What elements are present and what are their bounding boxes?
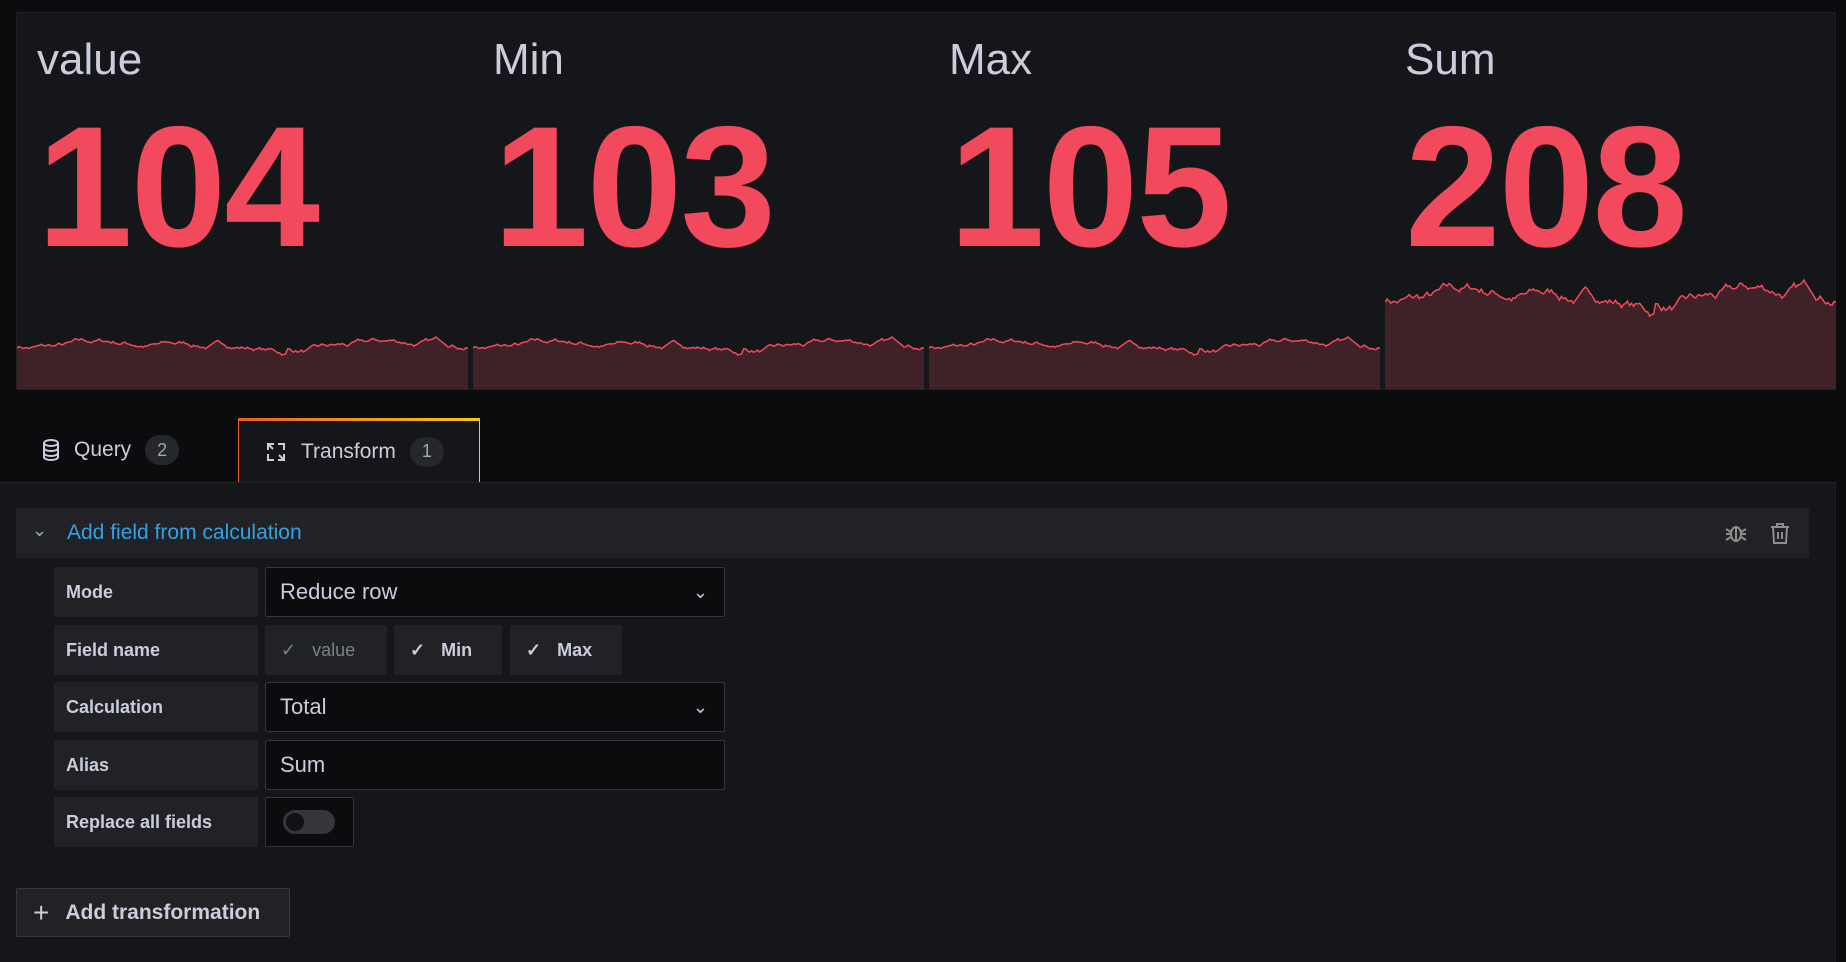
calculation-select[interactable]: Total ⌄ xyxy=(265,682,725,732)
stat-number: 208 xyxy=(1405,91,1688,283)
sparkline xyxy=(473,336,924,389)
transform-icon xyxy=(267,442,285,461)
field-label: Min xyxy=(441,639,473,660)
sparkline-area xyxy=(17,337,468,389)
sparkline-area xyxy=(1385,280,1836,389)
chevron-down-icon: ⌄ xyxy=(692,582,708,602)
transform-count-badge: 1 xyxy=(409,436,444,467)
sparkline-area xyxy=(929,337,1380,389)
tab-transform[interactable]: Transform 1 xyxy=(238,418,480,482)
mode-value: Reduce row xyxy=(280,579,398,604)
stat-max: Max 105 xyxy=(929,13,1380,389)
stat-number: 103 xyxy=(493,91,776,283)
stat-number: 104 xyxy=(37,91,320,283)
sparkline-line xyxy=(1385,278,1836,318)
stat-title: value xyxy=(37,35,143,84)
tab-query[interactable]: Query 2 xyxy=(0,418,236,482)
check-icon: ✓ xyxy=(526,639,542,660)
toggle-track xyxy=(283,810,335,834)
sparkline-area xyxy=(473,337,924,389)
tab-label: Query xyxy=(74,438,132,461)
query-count-badge: 2 xyxy=(145,435,180,465)
bug-icon[interactable] xyxy=(1724,521,1748,545)
field-toggle-min[interactable]: ✓ Min xyxy=(394,625,502,675)
replace-all-toggle[interactable] xyxy=(265,797,354,847)
add-transformation-button[interactable]: + Add transformation xyxy=(16,888,290,937)
stat-panel: value 104 Min 103 Max 105 Sum 208 xyxy=(16,12,1836,390)
stat-min: Min 103 xyxy=(473,13,924,389)
transformation-title[interactable]: Add field from calculation xyxy=(67,521,302,544)
stat-title: Min xyxy=(493,35,564,84)
sparkline xyxy=(1385,278,1836,389)
stat-value: value 104 xyxy=(17,13,468,389)
sparkline xyxy=(929,336,1380,389)
mode-select[interactable]: Reduce row ⌄ xyxy=(265,567,725,617)
alias-value: Sum xyxy=(280,752,326,777)
stat-number: 105 xyxy=(949,91,1232,283)
toggle-knob xyxy=(286,813,304,831)
calculation-label: Calculation xyxy=(54,682,258,732)
trash-icon[interactable] xyxy=(1769,521,1791,545)
mode-label: Mode xyxy=(54,567,258,617)
sparkline xyxy=(17,336,468,389)
field-toggle-max[interactable]: ✓ Max xyxy=(510,625,622,675)
field-label: Max xyxy=(557,639,593,660)
chevron-down-icon[interactable]: ⌄ xyxy=(32,520,48,540)
tab-label: Transform xyxy=(301,439,396,463)
add-transformation-label: Add transformation xyxy=(65,900,261,924)
field-toggle-value[interactable]: ✓ value xyxy=(265,625,387,675)
calculation-value: Total xyxy=(280,694,327,719)
replace-all-label: Replace all fields xyxy=(54,797,258,847)
stat-sum: Sum 208 xyxy=(1385,13,1836,389)
stat-title: Sum xyxy=(1405,35,1496,84)
check-icon: ✓ xyxy=(281,639,297,660)
plus-icon: + xyxy=(33,896,50,928)
stat-title: Max xyxy=(949,35,1033,84)
sparkline-line xyxy=(17,336,468,356)
chevron-down-icon: ⌄ xyxy=(692,697,708,717)
alias-label: Alias xyxy=(54,740,258,790)
database-icon xyxy=(43,439,59,461)
sparkline-line xyxy=(473,336,924,356)
field-name-label: Field name xyxy=(54,625,258,675)
field-label: value xyxy=(312,639,356,660)
check-icon: ✓ xyxy=(410,639,426,660)
sparkline-line xyxy=(929,336,1380,356)
alias-input[interactable]: Sum xyxy=(265,740,725,790)
transformation-header[interactable]: ⌄ Add field from calculation xyxy=(16,508,1809,558)
